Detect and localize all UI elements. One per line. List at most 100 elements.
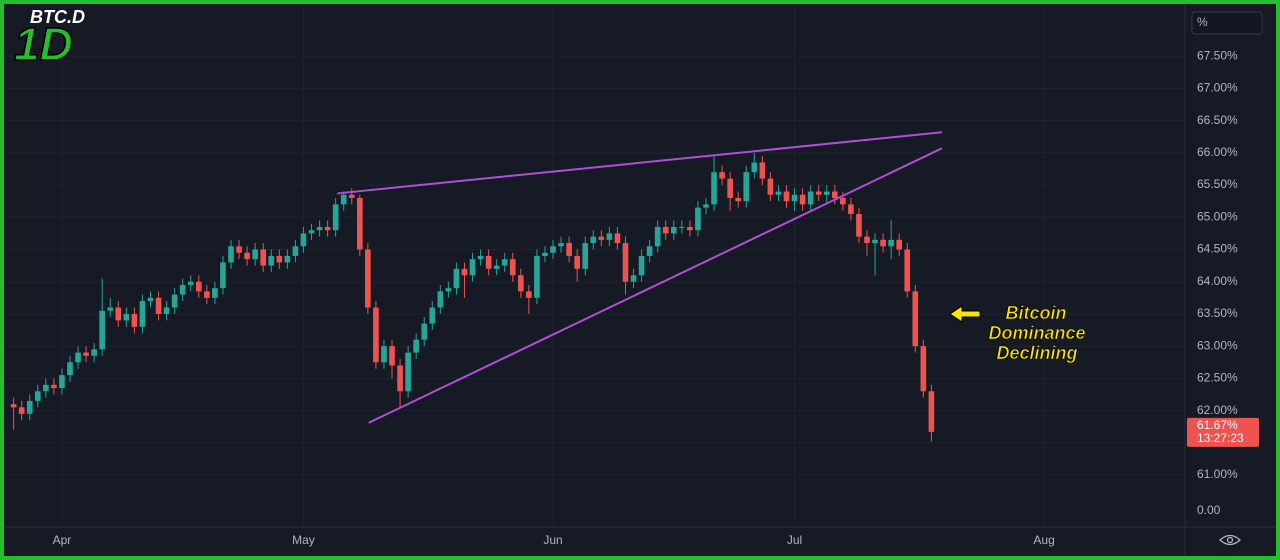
- candle-body: [815, 191, 822, 195]
- trendline: [337, 131, 942, 195]
- candle-body: [848, 204, 854, 215]
- candle-body: [99, 310, 106, 350]
- y-tick-label: 64.00%: [1197, 274, 1238, 288]
- candle-body: [711, 172, 717, 205]
- candle-body: [18, 407, 25, 414]
- candle-body: [228, 246, 234, 263]
- candle-body: [598, 236, 605, 240]
- candle-body: [791, 194, 798, 202]
- candle-body: [799, 194, 806, 205]
- candle-body: [904, 249, 911, 292]
- candle-body: [566, 243, 572, 256]
- candle-body: [590, 236, 597, 244]
- candle-body: [606, 233, 613, 240]
- candle-body: [236, 246, 242, 253]
- candle-body: [727, 178, 733, 198]
- candle-body: [574, 255, 580, 269]
- candle-body: [743, 172, 750, 202]
- candle-body: [477, 255, 484, 260]
- candle-body: [340, 194, 347, 205]
- candle-body: [501, 259, 508, 266]
- candle-body: [212, 288, 218, 298]
- y-tick-label: 64.50%: [1197, 242, 1238, 256]
- y-tick-label: 63.00%: [1197, 338, 1238, 352]
- candle-body: [405, 352, 411, 392]
- candle-body: [332, 204, 339, 231]
- candle-body: [534, 255, 540, 298]
- y-tick-label: 66.00%: [1197, 145, 1238, 159]
- candle-body: [872, 239, 878, 244]
- bottom-label: 0.00: [1197, 503, 1221, 517]
- eye-icon: [1219, 534, 1241, 546]
- candle-body: [751, 162, 758, 173]
- countdown: 13:27:23: [1197, 431, 1244, 445]
- y-tick-label: 61.00%: [1197, 467, 1238, 481]
- candle-body: [509, 259, 516, 276]
- candle-body: [389, 346, 395, 366]
- candle-body: [670, 226, 677, 234]
- candle-body: [324, 226, 331, 231]
- candle-body: [453, 268, 460, 289]
- candle-body: [252, 249, 258, 260]
- y-tick-label: 63.50%: [1197, 306, 1238, 320]
- candle-body: [807, 191, 814, 205]
- candle-body: [300, 233, 307, 247]
- x-tick-label: Jul: [787, 533, 802, 547]
- candle-body: [187, 281, 194, 285]
- candle-body: [115, 307, 122, 321]
- candle-body: [823, 191, 830, 195]
- candle-body: [67, 362, 73, 376]
- candle-body: [437, 291, 444, 308]
- candle-body: [703, 204, 709, 208]
- candle-body: [155, 297, 162, 314]
- candle-body: [284, 255, 291, 263]
- candle-body: [171, 294, 178, 308]
- candle-body: [147, 297, 154, 302]
- candle-body: [131, 313, 138, 327]
- candle-body: [276, 255, 283, 263]
- candle-body: [51, 384, 57, 389]
- candle-body: [292, 246, 299, 256]
- candle-body: [348, 194, 355, 198]
- candle-body: [518, 275, 524, 292]
- y-tick-label: 62.50%: [1197, 371, 1238, 385]
- settings-icon[interactable]: [1219, 534, 1241, 546]
- candle-body: [896, 239, 903, 250]
- candle-body: [220, 262, 226, 289]
- candle-body: [687, 226, 693, 231]
- candle-body: [107, 307, 114, 311]
- candle-body: [316, 226, 323, 231]
- candle-body: [204, 291, 210, 298]
- candle-body: [43, 384, 49, 392]
- candle-body: [783, 191, 790, 202]
- candle-body: [646, 246, 653, 256]
- y-tick-label: 65.00%: [1197, 209, 1238, 223]
- y-tick-label: 62.00%: [1197, 403, 1238, 417]
- candle-body: [34, 391, 41, 401]
- x-tick-label: Jun: [543, 533, 562, 547]
- candle-body: [856, 214, 862, 237]
- candle-body: [413, 339, 419, 353]
- candle-body: [356, 197, 363, 250]
- candle-body: [526, 291, 532, 298]
- candle-body: [614, 233, 621, 244]
- candle-body: [654, 226, 661, 247]
- scale-unit-box[interactable]: [1191, 11, 1263, 35]
- annotation-arrow: [949, 305, 981, 323]
- x-tick-label: May: [292, 533, 315, 547]
- candle-body: [880, 239, 886, 247]
- candle-body: [864, 236, 870, 244]
- candle-body: [767, 178, 774, 195]
- candle-body: [421, 323, 428, 340]
- annotation-line: Declining: [996, 343, 1077, 363]
- candle-body: [244, 252, 250, 260]
- candle-body: [445, 288, 452, 292]
- candle-body: [381, 346, 387, 363]
- candle-body: [163, 307, 170, 314]
- candle-body: [622, 243, 629, 282]
- grid: [4, 4, 1185, 527]
- symbol: BTC.D: [30, 7, 85, 27]
- candle-body: [638, 255, 645, 276]
- candle-body: [397, 365, 403, 392]
